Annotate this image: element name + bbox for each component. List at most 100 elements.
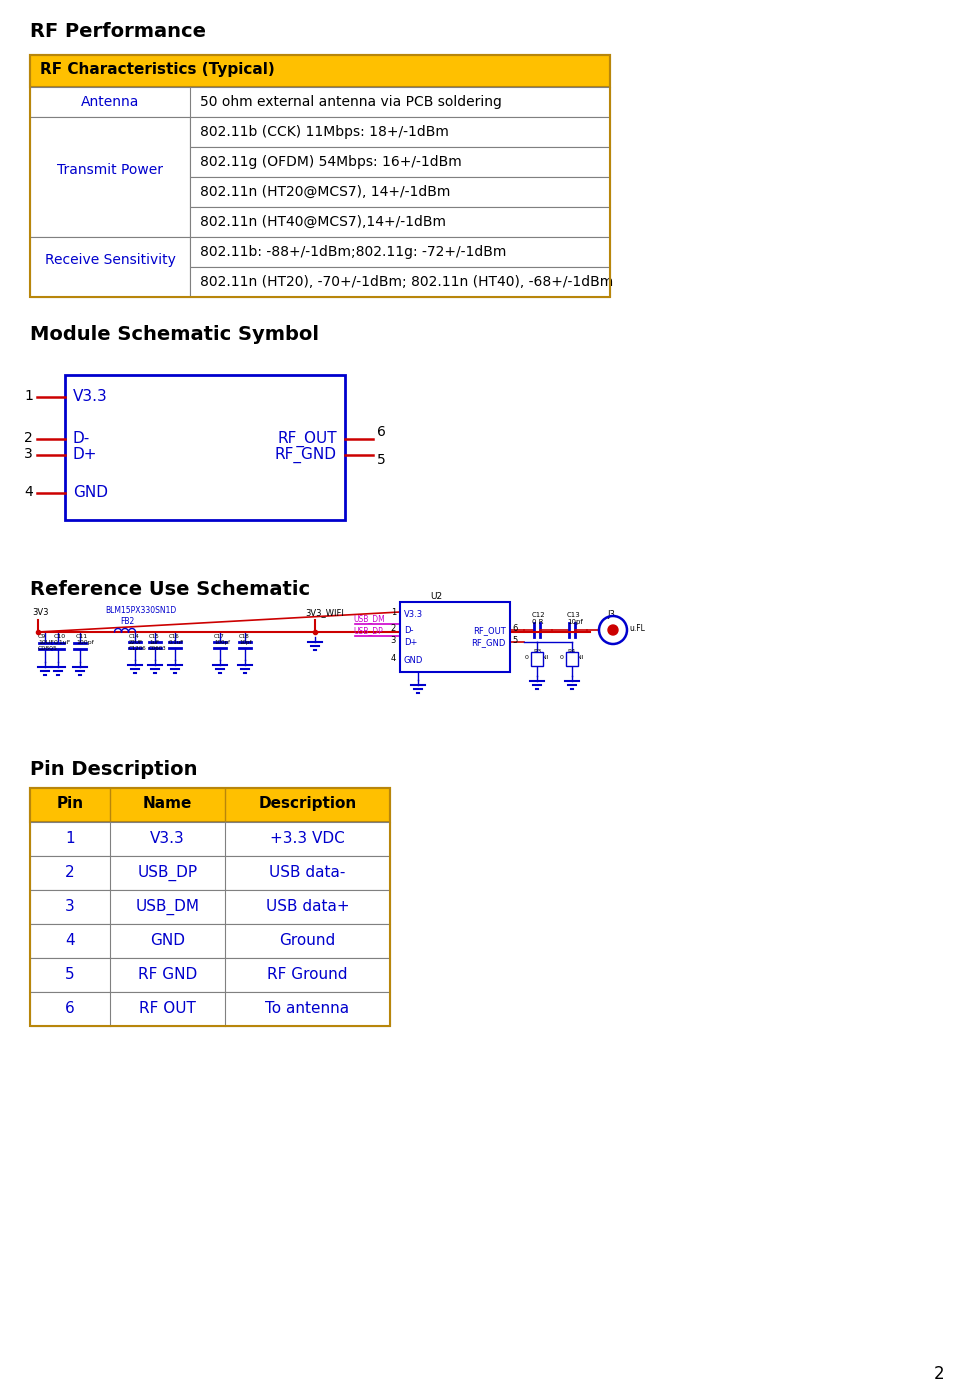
Text: USB_DP: USB_DP <box>353 626 383 634</box>
Text: C17
100pf: C17 100pf <box>214 634 230 645</box>
Text: u.FL: u.FL <box>629 625 645 633</box>
Text: FB2: FB2 <box>120 616 134 626</box>
Text: Pin: Pin <box>56 796 84 812</box>
Text: 802.11g (OFDM) 54Mbps: 16+/-1dBm: 802.11g (OFDM) 54Mbps: 16+/-1dBm <box>200 155 462 169</box>
Text: 3: 3 <box>65 899 75 914</box>
Text: C11
100pf: C11 100pf <box>76 634 94 645</box>
Text: C10
0.1uF: C10 0.1uF <box>54 634 71 645</box>
Text: RF_GND: RF_GND <box>471 638 506 647</box>
Text: 1: 1 <box>65 831 75 846</box>
Bar <box>30 958 390 992</box>
Bar <box>531 652 543 666</box>
Text: Transmit Power: Transmit Power <box>57 163 163 177</box>
Text: Description: Description <box>258 796 356 812</box>
Bar <box>30 237 190 296</box>
Bar <box>400 602 510 672</box>
Text: Module Schematic Symbol: Module Schematic Symbol <box>30 325 319 343</box>
Text: Antenna: Antenna <box>81 96 139 109</box>
Text: RF Performance: RF Performance <box>30 22 206 42</box>
Bar <box>30 116 190 237</box>
Text: 2: 2 <box>391 625 396 633</box>
Text: 802.11n (HT40@MCS7),14+/-1dBm: 802.11n (HT40@MCS7),14+/-1dBm <box>200 215 446 229</box>
Text: C14
22UF
C1206: C14 22UF C1206 <box>129 634 147 651</box>
Text: Ground: Ground <box>280 933 336 947</box>
Text: V3.3: V3.3 <box>73 389 108 404</box>
Text: USB_DP: USB_DP <box>137 866 198 881</box>
Text: Name: Name <box>143 796 192 812</box>
Text: 5: 5 <box>65 967 75 982</box>
Text: C15
1uF
C0603: C15 1uF C0603 <box>149 634 167 651</box>
Bar <box>190 116 610 147</box>
Bar <box>30 55 610 296</box>
Bar <box>190 206 610 237</box>
Text: USB data+: USB data+ <box>266 899 350 914</box>
Text: RF Ground: RF Ground <box>267 967 348 982</box>
Text: BLM15PX330SN1D: BLM15PX330SN1D <box>105 607 176 615</box>
Text: 5: 5 <box>512 636 517 645</box>
Text: Receive Sensitivity: Receive Sensitivity <box>45 253 175 267</box>
Bar <box>30 788 390 823</box>
Text: +3.3 VDC: +3.3 VDC <box>270 831 345 846</box>
Bar <box>190 177 610 206</box>
Text: GND: GND <box>150 933 185 947</box>
Text: D-: D- <box>73 431 91 446</box>
Text: C18
10pf: C18 10pf <box>239 634 251 645</box>
Text: C12
0 R: C12 0 R <box>532 612 545 625</box>
Text: 802.11n (HT20@MCS7), 14+/-1dBm: 802.11n (HT20@MCS7), 14+/-1dBm <box>200 186 450 199</box>
Bar <box>30 823 390 856</box>
Text: GND: GND <box>404 656 424 665</box>
Bar <box>30 87 610 116</box>
Text: V3.3: V3.3 <box>150 831 185 846</box>
Text: Pin Description: Pin Description <box>30 760 198 778</box>
Text: RF_OUT: RF_OUT <box>473 626 506 634</box>
Text: 50 ohm external antenna via PCB soldering: 50 ohm external antenna via PCB solderin… <box>200 96 502 109</box>
Text: RF_GND: RF_GND <box>275 447 337 463</box>
Text: 6: 6 <box>377 425 386 439</box>
Text: D-: D- <box>404 626 414 634</box>
Text: R4
0 R DNI: R4 0 R DNI <box>560 650 583 659</box>
Text: 802.11b: -88+/-1dBm;802.11g: -72+/-1dBm: 802.11b: -88+/-1dBm;802.11g: -72+/-1dBm <box>200 245 506 259</box>
Text: RF OUT: RF OUT <box>139 1001 196 1017</box>
Text: 4: 4 <box>24 485 33 499</box>
Text: 6: 6 <box>512 625 517 633</box>
Text: J3: J3 <box>607 609 615 619</box>
Text: Reference Use Schematic: Reference Use Schematic <box>30 580 310 598</box>
Text: RF_OUT: RF_OUT <box>278 431 337 447</box>
Text: 3: 3 <box>391 636 396 645</box>
Text: 802.11b (CCK) 11Mbps: 18+/-1dBm: 802.11b (CCK) 11Mbps: 18+/-1dBm <box>200 125 449 138</box>
Text: C9
10UF
C0805: C9 10UF C0805 <box>38 634 57 651</box>
Text: 3V3: 3V3 <box>32 608 49 616</box>
Text: 2: 2 <box>24 431 33 445</box>
Text: GND: GND <box>73 485 108 500</box>
Text: 4: 4 <box>391 654 396 663</box>
Text: V3.3: V3.3 <box>404 609 423 619</box>
Text: 3V3_WIFI: 3V3_WIFI <box>305 608 344 616</box>
Bar <box>30 891 390 924</box>
Bar <box>30 55 610 87</box>
Bar <box>190 237 610 267</box>
Circle shape <box>608 625 618 634</box>
Text: 3: 3 <box>24 447 33 461</box>
Bar <box>30 924 390 958</box>
Bar <box>30 992 390 1026</box>
Text: R3
0 R DNI: R3 0 R DNI <box>525 650 548 659</box>
Text: 802.11n (HT20), -70+/-1dBm; 802.11n (HT40), -68+/-1dBm: 802.11n (HT20), -70+/-1dBm; 802.11n (HT4… <box>200 276 614 289</box>
Text: USB_DM: USB_DM <box>353 614 385 623</box>
Text: U2: U2 <box>430 591 442 601</box>
Text: 4: 4 <box>65 933 75 947</box>
Text: To antenna: To antenna <box>266 1001 350 1017</box>
Text: 2: 2 <box>933 1366 944 1384</box>
Text: RF GND: RF GND <box>138 967 197 982</box>
Text: C16
0.1uF: C16 0.1uF <box>169 634 184 645</box>
Bar <box>30 856 390 891</box>
Bar <box>65 375 345 519</box>
Bar <box>30 788 390 1026</box>
Text: 6: 6 <box>65 1001 75 1017</box>
Text: C13
10pf: C13 10pf <box>567 612 582 625</box>
Bar <box>190 147 610 177</box>
Text: 1: 1 <box>24 389 33 403</box>
Text: USB data-: USB data- <box>270 866 346 879</box>
Bar <box>190 267 610 296</box>
Text: 5: 5 <box>377 453 386 467</box>
Text: D+: D+ <box>73 447 97 463</box>
